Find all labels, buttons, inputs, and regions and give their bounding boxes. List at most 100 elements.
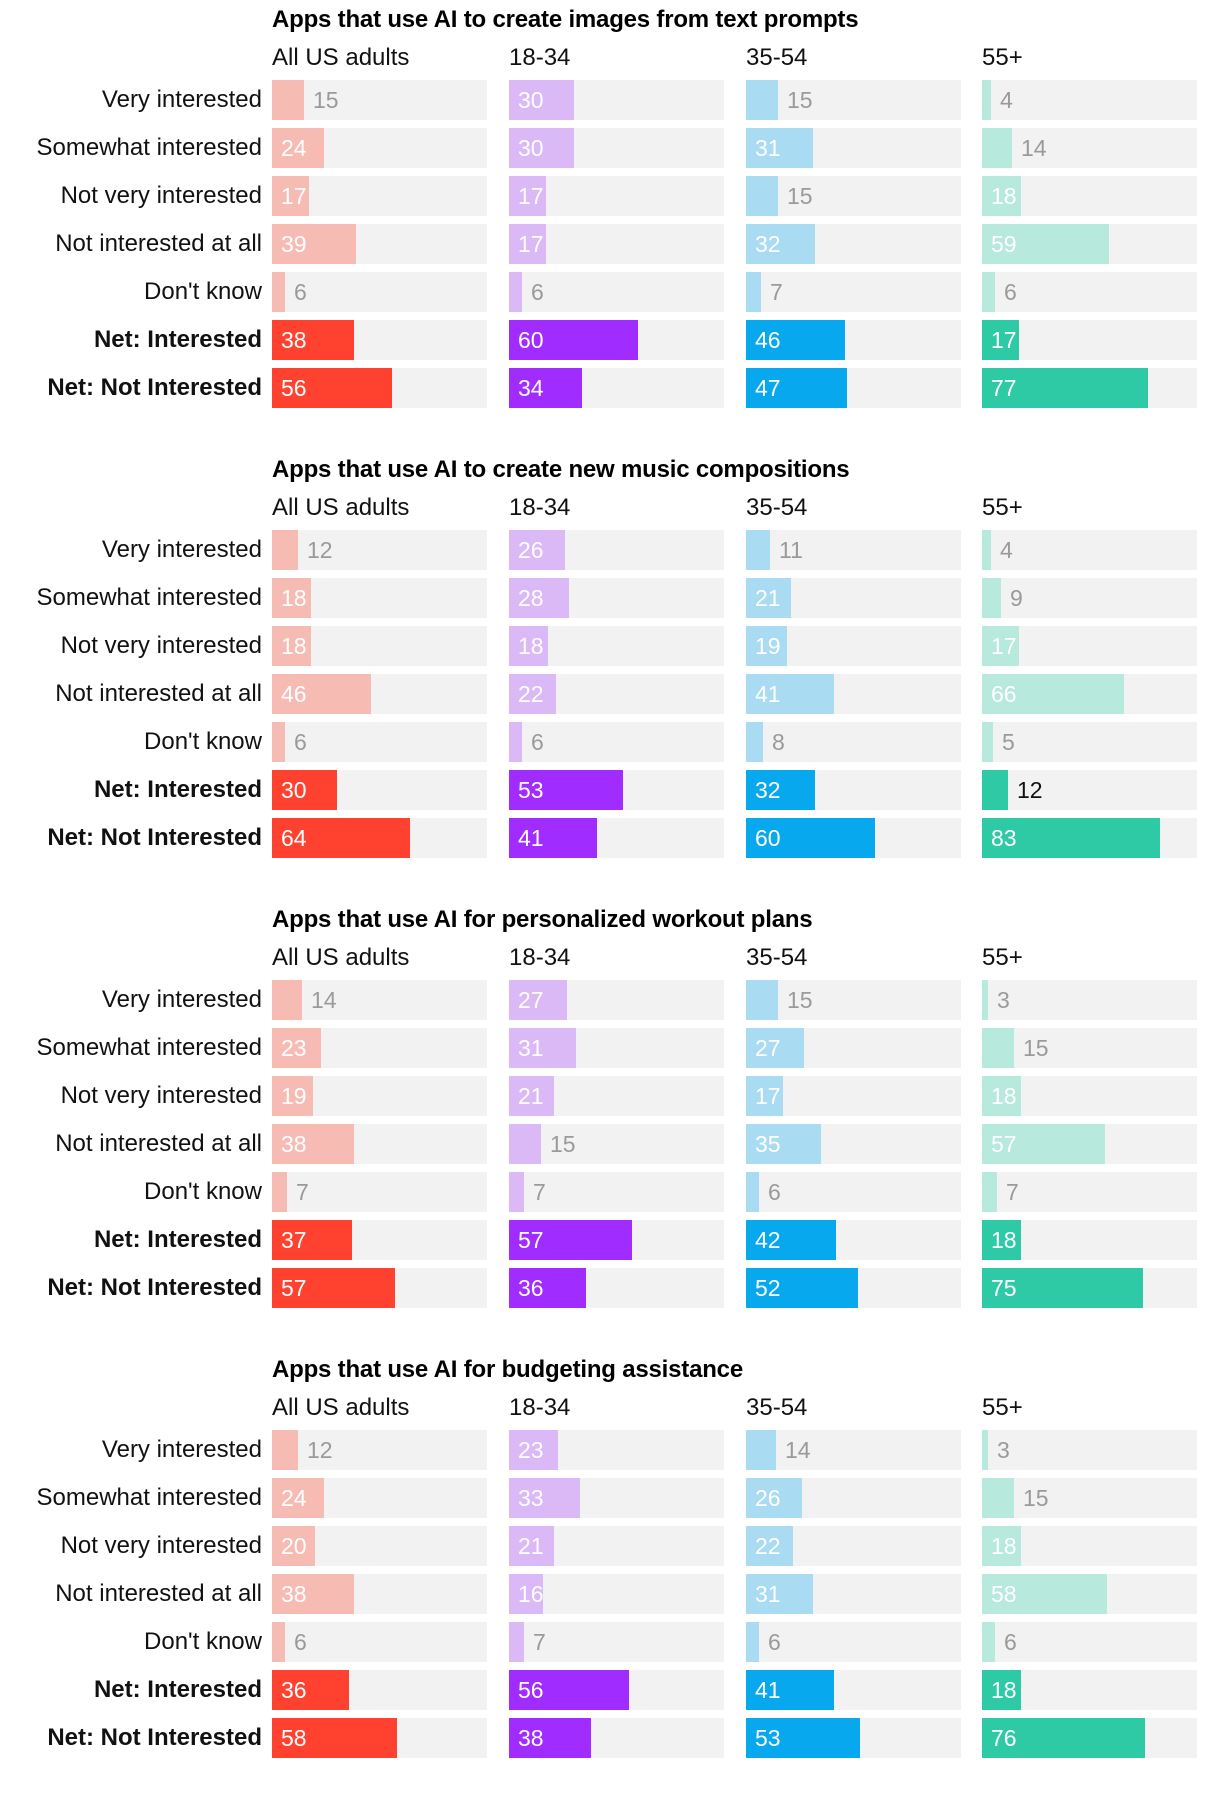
data-label: 26: [518, 537, 544, 563]
bar: [746, 1478, 802, 1518]
bar-track: 18: [272, 578, 487, 618]
data-label: 15: [787, 183, 813, 209]
bar: [272, 1622, 285, 1662]
bar: [272, 1526, 315, 1566]
data-label: 21: [755, 585, 781, 611]
column-header: All US adults: [272, 1394, 410, 1421]
bar-track: 64: [272, 818, 487, 858]
data-label: 58: [281, 1725, 307, 1751]
data-label: 15: [550, 1131, 576, 1157]
bar: [272, 1718, 397, 1758]
data-label: 18: [991, 1677, 1017, 1703]
bar: [982, 128, 1012, 168]
bar-track: 77: [982, 368, 1197, 408]
bar-track: 14: [982, 128, 1197, 168]
data-label: 12: [1017, 777, 1043, 803]
bar-track: 22: [746, 1526, 961, 1566]
bar-track: 53: [746, 1718, 961, 1758]
data-label: 59: [991, 231, 1017, 257]
bar-track: 17: [509, 224, 724, 264]
bar-track: 15: [272, 80, 487, 120]
data-label: 27: [518, 987, 544, 1013]
data-label: 4: [1000, 87, 1013, 113]
bar: [746, 272, 761, 312]
bar-track: 21: [746, 578, 961, 618]
bar: [272, 530, 298, 570]
bar: [982, 1718, 1145, 1758]
data-label: 30: [518, 135, 544, 161]
chart-title: Apps that use AI for budgeting assistanc…: [272, 1356, 743, 1383]
row-label: Very interested: [101, 536, 262, 563]
data-label: 6: [531, 279, 544, 305]
bar-track: 38: [272, 320, 487, 360]
bar-track: 56: [509, 1670, 724, 1710]
data-label: 77: [991, 375, 1017, 401]
data-label: 42: [755, 1227, 781, 1253]
bar: [272, 722, 285, 762]
bar-track: 7: [509, 1622, 724, 1662]
data-label: 56: [518, 1677, 544, 1703]
row-label: Don't know: [144, 278, 262, 305]
bar: [746, 1718, 860, 1758]
bar: [509, 1526, 554, 1566]
row-label: Very interested: [101, 986, 262, 1013]
data-label: 7: [533, 1179, 546, 1205]
data-label: 57: [991, 1131, 1017, 1157]
data-label: 58: [991, 1581, 1017, 1607]
data-label: 7: [1006, 1179, 1019, 1205]
bar: [982, 176, 1021, 216]
bar-track: 18: [982, 1526, 1197, 1566]
bar-track: 27: [746, 1028, 961, 1068]
bar: [982, 980, 988, 1020]
data-label: 9: [1010, 585, 1023, 611]
bar-track: 27: [509, 980, 724, 1020]
bar-track: 17: [982, 626, 1197, 666]
data-label: 16: [518, 1581, 544, 1607]
data-label: 27: [755, 1035, 781, 1061]
data-label: 6: [1004, 1629, 1017, 1655]
column-header: All US adults: [272, 494, 410, 521]
data-label: 15: [1023, 1035, 1049, 1061]
bar: [746, 1670, 834, 1710]
row-label: Don't know: [144, 728, 262, 755]
column-header: 18-34: [509, 494, 571, 521]
bar: [746, 530, 770, 570]
data-label: 7: [770, 279, 783, 305]
bar: [272, 320, 354, 360]
bar-track: 36: [272, 1670, 487, 1710]
bar: [272, 1670, 349, 1710]
data-label: 15: [313, 87, 339, 113]
bar: [746, 368, 847, 408]
row-label: Somewhat interested: [36, 1034, 262, 1061]
chart-title: Apps that use AI for personalized workou…: [272, 906, 813, 933]
bar: [746, 1172, 759, 1212]
bar-track: 83: [982, 818, 1197, 858]
bar: [982, 1028, 1014, 1068]
bar: [509, 1718, 591, 1758]
bar-track: 4: [982, 80, 1197, 120]
data-label: 17: [991, 633, 1017, 659]
data-label: 64: [281, 825, 307, 851]
bar: [509, 1124, 541, 1164]
bar: [509, 176, 546, 216]
bar-track: 5: [982, 722, 1197, 762]
bar-track: 6: [509, 272, 724, 312]
bar: [272, 674, 371, 714]
row-label: Very interested: [101, 1436, 262, 1463]
row-label: Don't know: [144, 1628, 262, 1655]
bar: [509, 674, 556, 714]
bar-track: 60: [509, 320, 724, 360]
bar-track: 30: [509, 128, 724, 168]
row-label: Don't know: [144, 1178, 262, 1205]
bar: [509, 578, 569, 618]
data-label: 46: [281, 681, 307, 707]
bar: [746, 128, 813, 168]
column-header: 55+: [982, 1394, 1023, 1421]
data-label: 6: [294, 729, 307, 755]
bar-track: 42: [746, 1220, 961, 1260]
bar: [982, 1622, 995, 1662]
bar-track: 35: [746, 1124, 961, 1164]
bar-track: 18: [982, 1220, 1197, 1260]
row-label: Net: Not Interested: [47, 1274, 262, 1301]
bar: [509, 818, 597, 858]
